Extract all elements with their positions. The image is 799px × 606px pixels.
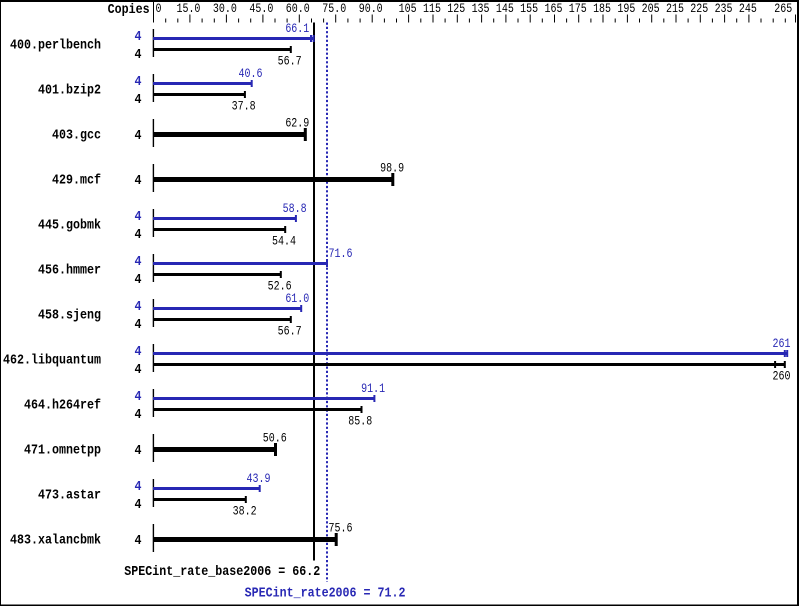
svg-text:4: 4 — [134, 497, 141, 512]
svg-text:58.8: 58.8 — [283, 203, 307, 216]
svg-text:SPECint_rate_base2006 = 66.2: SPECint_rate_base2006 = 66.2 — [124, 564, 320, 579]
svg-text:473.astar: 473.astar — [38, 488, 101, 503]
svg-text:91.1: 91.1 — [361, 383, 385, 396]
svg-text:115: 115 — [423, 3, 441, 16]
svg-text:462.libquantum: 462.libquantum — [3, 353, 101, 368]
svg-text:56.7: 56.7 — [278, 326, 302, 339]
svg-text:155: 155 — [520, 3, 538, 16]
svg-text:105: 105 — [399, 3, 417, 16]
svg-text:4: 4 — [134, 389, 141, 404]
svg-text:62.9: 62.9 — [285, 117, 309, 130]
svg-text:225: 225 — [690, 3, 708, 16]
svg-text:Copies: Copies — [108, 2, 150, 17]
svg-text:464.h264ref: 464.h264ref — [24, 398, 101, 413]
svg-text:4: 4 — [134, 209, 141, 224]
svg-text:75.6: 75.6 — [329, 522, 353, 535]
svg-text:185: 185 — [593, 3, 611, 16]
svg-text:71.6: 71.6 — [329, 248, 353, 261]
svg-text:4: 4 — [134, 128, 141, 143]
svg-text:4: 4 — [134, 254, 141, 269]
svg-text:4: 4 — [134, 479, 141, 494]
svg-text:215: 215 — [666, 3, 684, 16]
svg-text:265: 265 — [774, 3, 792, 16]
svg-text:135: 135 — [472, 3, 490, 16]
svg-text:56.7: 56.7 — [278, 56, 302, 69]
svg-text:401.bzip2: 401.bzip2 — [38, 83, 101, 98]
svg-text:4: 4 — [134, 362, 141, 377]
svg-text:245: 245 — [739, 3, 757, 16]
svg-text:429.mcf: 429.mcf — [52, 173, 101, 188]
svg-text:471.omnetpp: 471.omnetpp — [24, 443, 101, 458]
svg-text:61.0: 61.0 — [285, 293, 309, 306]
svg-text:125: 125 — [447, 3, 465, 16]
svg-text:145: 145 — [496, 3, 514, 16]
svg-text:458.sjeng: 458.sjeng — [38, 308, 101, 323]
svg-text:4: 4 — [134, 407, 141, 422]
svg-text:98.9: 98.9 — [380, 162, 404, 175]
svg-text:4: 4 — [134, 299, 141, 314]
svg-text:50.6: 50.6 — [263, 432, 287, 445]
svg-text:30.0: 30.0 — [213, 3, 237, 16]
svg-text:SPECint_rate2006 = 71.2: SPECint_rate2006 = 71.2 — [245, 586, 406, 601]
svg-text:4: 4 — [134, 173, 141, 188]
svg-text:445.gobmk: 445.gobmk — [38, 218, 101, 233]
svg-text:75.0: 75.0 — [322, 3, 346, 16]
svg-text:4: 4 — [134, 272, 141, 287]
svg-text:40.6: 40.6 — [238, 68, 262, 81]
svg-text:4: 4 — [134, 29, 141, 44]
svg-text:400.perlbench: 400.perlbench — [10, 38, 101, 53]
svg-text:38.2: 38.2 — [233, 506, 257, 519]
svg-text:483.xalancbmk: 483.xalancbmk — [10, 533, 101, 548]
svg-text:4: 4 — [134, 344, 141, 359]
svg-text:195: 195 — [617, 3, 635, 16]
svg-text:90.0: 90.0 — [359, 3, 383, 16]
svg-text:175: 175 — [569, 3, 587, 16]
svg-text:0: 0 — [156, 3, 162, 16]
svg-text:37.8: 37.8 — [232, 101, 256, 114]
svg-text:4: 4 — [134, 92, 141, 107]
svg-text:456.hmmer: 456.hmmer — [38, 263, 101, 278]
svg-text:205: 205 — [642, 3, 660, 16]
svg-text:261: 261 — [773, 338, 791, 351]
svg-text:235: 235 — [715, 3, 733, 16]
svg-text:45.0: 45.0 — [249, 3, 273, 16]
svg-text:4: 4 — [134, 443, 141, 458]
svg-text:43.9: 43.9 — [246, 473, 270, 486]
svg-text:403.gcc: 403.gcc — [52, 128, 101, 143]
svg-text:260: 260 — [773, 371, 791, 384]
svg-text:4: 4 — [134, 227, 141, 242]
svg-text:15.0: 15.0 — [176, 3, 200, 16]
svg-text:4: 4 — [134, 317, 141, 332]
svg-text:165: 165 — [544, 3, 562, 16]
svg-text:54.4: 54.4 — [272, 236, 296, 249]
svg-text:4: 4 — [134, 74, 141, 89]
svg-text:66.1: 66.1 — [285, 23, 309, 36]
svg-text:60.0: 60.0 — [286, 3, 310, 16]
svg-text:52.6: 52.6 — [268, 281, 292, 294]
svg-text:4: 4 — [134, 47, 141, 62]
svg-text:85.8: 85.8 — [348, 416, 372, 429]
svg-text:4: 4 — [134, 533, 141, 548]
